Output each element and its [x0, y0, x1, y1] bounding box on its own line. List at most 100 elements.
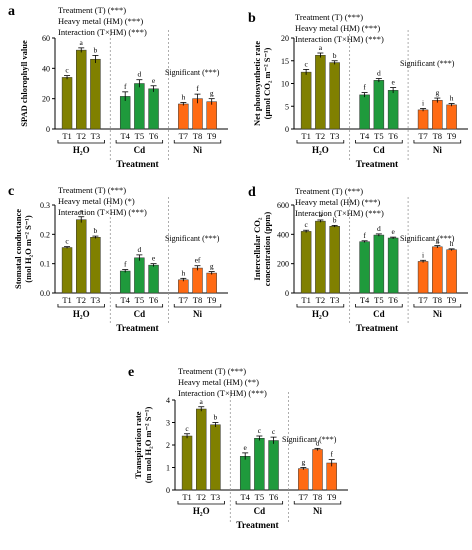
bar-T7	[417, 109, 429, 130]
x-category-label: T4	[360, 131, 370, 141]
significance-letter: f	[363, 83, 366, 92]
group-bracket	[235, 501, 284, 505]
x-category-label: T9	[207, 295, 216, 305]
bar-T6	[268, 440, 279, 491]
x-category-label: T5	[374, 295, 383, 305]
bar-T7	[298, 468, 309, 491]
x-axis-title: Treatment	[236, 521, 279, 531]
group-bracket	[115, 304, 164, 308]
significance-letter: e	[244, 443, 248, 452]
bar-T2	[76, 219, 87, 294]
significance-letter: c	[304, 59, 308, 68]
significance-letter: f	[330, 450, 333, 459]
significance-letter: h	[181, 268, 185, 277]
y-tick-label: 4	[166, 396, 170, 405]
significance-letter: d	[377, 68, 381, 77]
significance-letter: e	[152, 76, 156, 85]
group-label: H₂O	[193, 506, 210, 516]
significance-letter: g	[435, 88, 439, 97]
bar-T8	[432, 100, 443, 130]
significance-letter: d	[137, 70, 141, 79]
group-label: Cd	[254, 506, 266, 516]
x-category-label: T2	[316, 131, 325, 141]
panel-letter: a	[8, 4, 15, 19]
bar-T5	[373, 234, 385, 294]
significance-letter: g	[435, 236, 439, 245]
x-category-label: T8	[433, 131, 442, 141]
significance-letter: a	[200, 397, 204, 406]
x-category-label: T8	[193, 131, 202, 141]
x-category-label: T3	[211, 492, 220, 502]
group-bracket	[296, 140, 345, 144]
chart-panel-d: d Treatment (T) (***)Heavy metal (HM) (**…	[248, 185, 468, 334]
x-category-label: T4	[360, 295, 370, 305]
y-tick-label: 0	[285, 289, 289, 298]
significance-letter: d	[377, 224, 381, 233]
bar-T2	[76, 49, 87, 130]
significance-letter: g	[301, 458, 305, 467]
bar-T5	[254, 438, 265, 491]
bar-T1	[61, 247, 73, 294]
y-axis-label: Net photosynthetic rate	[252, 41, 262, 126]
y-axis-label: Transpiration rate	[133, 411, 143, 478]
y-tick-label: 0.3	[40, 201, 50, 210]
significance-letter: a	[319, 43, 323, 52]
significance-letter: c	[185, 424, 189, 433]
significance-label: Significant (***)	[400, 59, 455, 68]
x-category-label: T8	[193, 295, 202, 305]
group-label: Ni	[433, 309, 442, 319]
chart-panel-e: e Treatment (T) (***)Heavy metal (HM) (**…	[128, 365, 348, 531]
x-category-label: T7	[179, 131, 188, 141]
significance-label: Significant (***)	[282, 435, 337, 444]
significance-letter: b	[214, 413, 218, 422]
group-bracket	[173, 140, 222, 144]
y-axis-label: SPAD chlorophyll value	[19, 40, 29, 127]
y-tick-label: 0	[46, 125, 50, 134]
significance-letter: h	[181, 92, 185, 101]
x-axis-title: Treatment	[356, 160, 399, 170]
significance-letter: g	[210, 89, 214, 98]
y-tick-label: 0.2	[40, 230, 50, 239]
bar-T5	[373, 80, 385, 130]
group-label: Ni	[193, 309, 202, 319]
bar-T7	[178, 279, 189, 294]
significance-letter: c	[65, 66, 69, 75]
bar-T6	[148, 88, 159, 130]
significance-letter: f	[124, 260, 127, 269]
group-bracket	[177, 501, 225, 505]
x-category-label: T6	[388, 295, 397, 305]
stat-annotation: Treatment (T) (***)	[295, 12, 363, 22]
x-category-label: T4	[240, 492, 250, 502]
bar-T8	[432, 246, 443, 294]
bar-T5	[134, 83, 145, 130]
y-tick-label: 5	[285, 102, 289, 111]
x-category-label: T8	[433, 295, 442, 305]
x-category-label: T1	[301, 131, 310, 141]
x-category-label: T5	[374, 131, 383, 141]
y-tick-label: 20	[281, 34, 289, 43]
group-label: Ni	[433, 145, 442, 155]
x-category-label: T2	[77, 295, 86, 305]
x-category-label: T3	[330, 131, 339, 141]
y-axis-label: Stomatal conductance	[13, 209, 23, 289]
bar-T3	[210, 424, 221, 491]
bar-T6	[148, 264, 159, 294]
group-label: H₂O	[312, 145, 329, 155]
bar-T1	[61, 77, 73, 130]
bar-T3	[90, 237, 101, 294]
chart-panel-a: a Treatment (T) (***)Heavy metal (HM) (**…	[8, 4, 228, 170]
bar-T6	[387, 90, 399, 130]
stat-annotation: Treatment (T) (***)	[58, 5, 126, 15]
chart-panel-b: b Treatment (T) (***)Heavy metal (HM) (**…	[248, 11, 468, 170]
stat-annotation: Interaction (T×HM) (***)	[58, 27, 147, 37]
y-axis-label-units: (mol H₂O m⁻² S⁻¹)	[23, 215, 33, 283]
y-tick-label: 10	[281, 80, 289, 89]
x-category-label: T6	[388, 131, 397, 141]
bar-T2	[315, 220, 326, 294]
group-label: Cd	[134, 145, 146, 155]
significance-letter: i	[422, 99, 424, 108]
stat-annotation: Heavy metal (HM) (**)	[178, 377, 259, 387]
stat-annotation: Interaction (T×HM) (***)	[295, 208, 384, 218]
x-category-label: T8	[313, 492, 322, 502]
